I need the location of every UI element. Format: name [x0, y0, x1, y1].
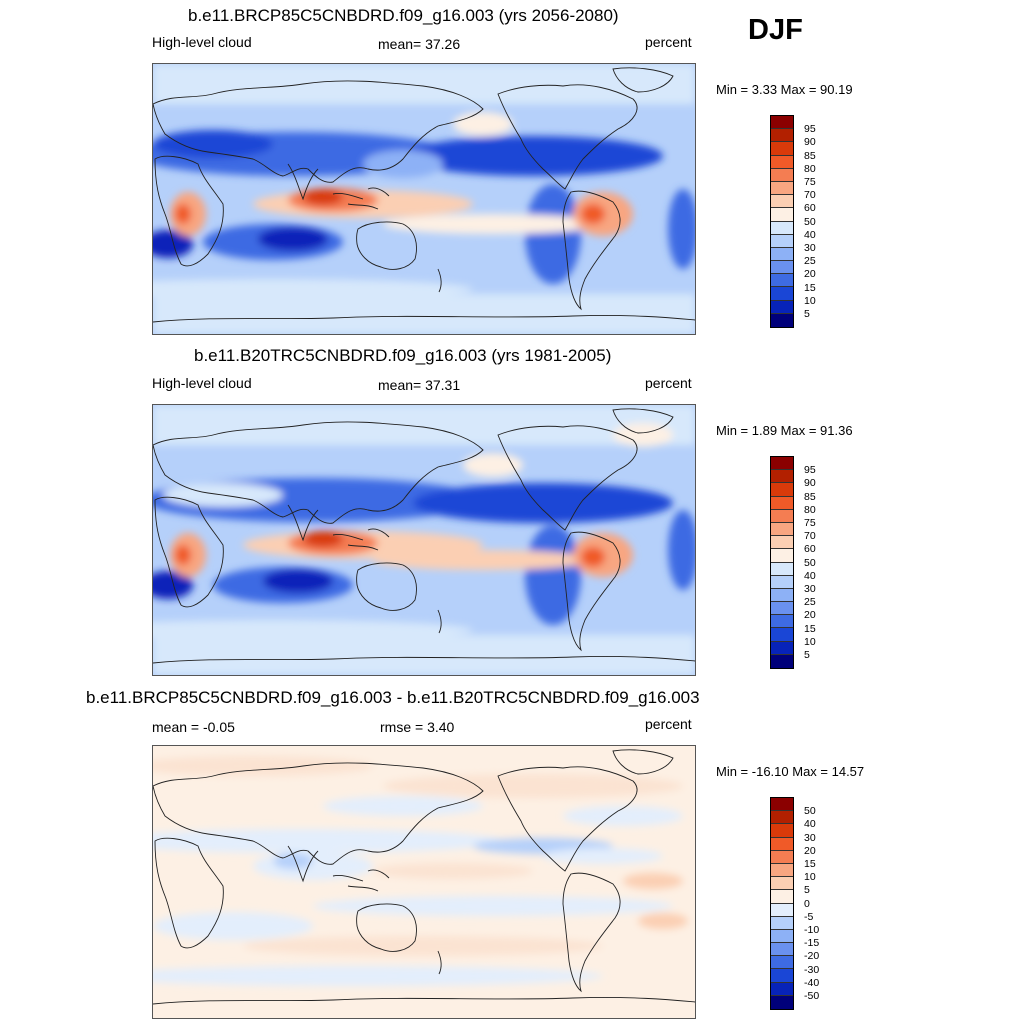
- colorbar-tick: -5: [804, 911, 814, 923]
- colorbar-tick: 20: [804, 609, 816, 621]
- colorbar-tick: 60: [804, 202, 816, 214]
- colorbar-tick: 80: [804, 504, 816, 516]
- difference-map: [152, 745, 696, 1019]
- min-max-label: Min = 1.89 Max = 91.36: [716, 423, 853, 438]
- units-label: percent: [645, 716, 692, 732]
- mean-label: mean = -0.05: [152, 719, 235, 735]
- colorbar-tick: 30: [804, 832, 816, 844]
- min-max-label: Min = -16.10 Max = 14.57: [716, 764, 865, 779]
- colorbar-tick: 20: [804, 845, 816, 857]
- panel-title: b.e11.B20TRC5CNBDRD.f09_g16.003 (yrs 198…: [194, 346, 612, 365]
- colorbar-tick: 0: [804, 898, 810, 910]
- panel-title: b.e11.BRCP85C5CNBDRD.f09_g16.003 (yrs 20…: [188, 6, 619, 25]
- colorbar-tick: 50: [804, 557, 816, 569]
- colorbar-tick: 85: [804, 150, 816, 162]
- colorbar-tick: 5: [804, 884, 810, 896]
- season-label: DJF: [748, 14, 803, 46]
- colorbar: [770, 115, 794, 328]
- colorbar-tick: 75: [804, 517, 816, 529]
- cloud-map: [152, 63, 696, 335]
- colorbar: [770, 797, 794, 1010]
- colorbar-tick: 10: [804, 871, 816, 883]
- colorbar-tick: 10: [804, 295, 816, 307]
- min-max-label: Min = 3.33 Max = 90.19: [716, 82, 853, 97]
- colorbar-tick: 5: [804, 649, 810, 661]
- colorbar-tick: 95: [804, 123, 816, 135]
- colorbar-tick: 15: [804, 858, 816, 870]
- colorbar-tick: 30: [804, 242, 816, 254]
- colorbar-tick: 5: [804, 308, 810, 320]
- panel-title: b.e11.BRCP85C5CNBDRD.f09_g16.003 - b.e11…: [86, 688, 700, 707]
- colorbar-tick: -50: [804, 990, 820, 1002]
- colorbar-tick: 15: [804, 623, 816, 635]
- colorbar-tick: 70: [804, 530, 816, 542]
- colorbar-tick: 70: [804, 189, 816, 201]
- colorbar-tick: 30: [804, 583, 816, 595]
- colorbar-tick: -15: [804, 937, 820, 949]
- units-label: percent: [645, 34, 692, 50]
- mean-label: mean= 37.31: [378, 377, 461, 393]
- colorbar-tick: 50: [804, 805, 816, 817]
- colorbar-tick: 85: [804, 491, 816, 503]
- colorbar-tick: 95: [804, 464, 816, 476]
- colorbar-tick: 40: [804, 229, 816, 241]
- colorbar-tick: 40: [804, 570, 816, 582]
- colorbar-tick: 75: [804, 176, 816, 188]
- colorbar-tick: 25: [804, 255, 816, 267]
- colorbar-tick: 60: [804, 543, 816, 555]
- mean-label: mean= 37.26: [378, 36, 461, 52]
- colorbar-tick: -10: [804, 924, 820, 936]
- colorbar-tick: 10: [804, 636, 816, 648]
- colorbar-tick: 90: [804, 477, 816, 489]
- rmse-label: rmse = 3.40: [380, 719, 455, 735]
- colorbar: [770, 456, 794, 669]
- variable-label: High-level cloud: [152, 375, 252, 391]
- colorbar-tick: -20: [804, 950, 820, 962]
- colorbar-tick: -40: [804, 977, 820, 989]
- colorbar-tick: 80: [804, 163, 816, 175]
- colorbar-tick: -30: [804, 964, 820, 976]
- variable-label: High-level cloud: [152, 34, 252, 50]
- colorbar-tick: 25: [804, 596, 816, 608]
- colorbar-tick: 20: [804, 268, 816, 280]
- colorbar-tick: 90: [804, 136, 816, 148]
- colorbar-tick: 15: [804, 282, 816, 294]
- cloud-map: [152, 404, 696, 676]
- colorbar-tick: 50: [804, 216, 816, 228]
- units-label: percent: [645, 375, 692, 391]
- colorbar-tick: 40: [804, 818, 816, 830]
